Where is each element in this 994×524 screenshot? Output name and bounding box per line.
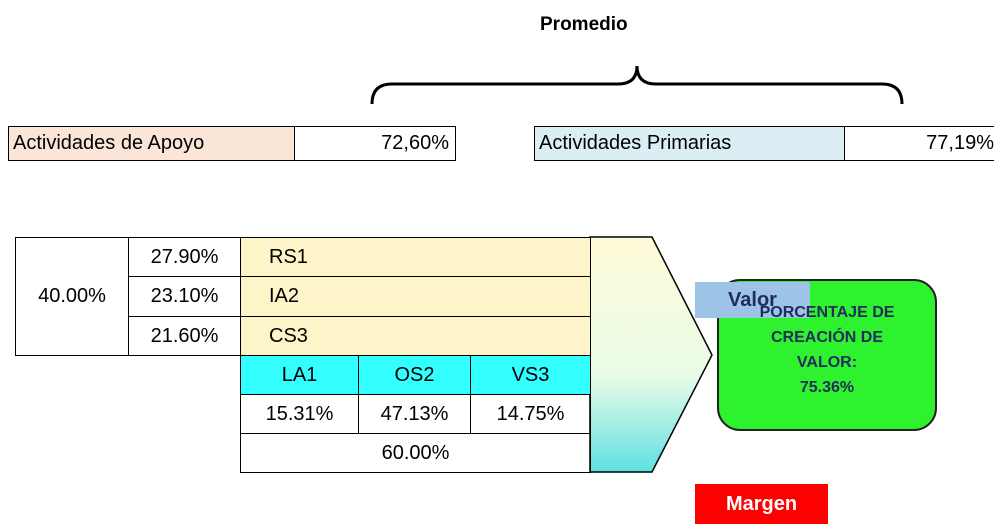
result-line: VALOR: — [796, 354, 858, 371]
primary-label: LA1 — [240, 355, 359, 395]
primary-label: VS3 — [470, 355, 591, 395]
result-text: PORCENTAJE DE CREACIÓN DE VALOR: 75.36% — [718, 300, 936, 400]
primary-value: 47.13% — [358, 394, 471, 434]
support-value: 27.90% — [128, 237, 241, 277]
support-label: CS3 — [240, 316, 591, 356]
title: Promedio — [540, 14, 628, 35]
summary-value: 77,19% — [844, 126, 994, 161]
support-value: 21.60% — [128, 316, 241, 356]
primary-label: OS2 — [358, 355, 471, 395]
primary-value: 14.75% — [470, 394, 591, 434]
summary-label: Actividades de Apoyo — [8, 126, 295, 161]
summary-value: 72,60% — [294, 126, 456, 161]
margen-label: Margen — [695, 484, 828, 524]
valor-label: Valor — [695, 282, 810, 318]
primary-value: 15.31% — [240, 394, 359, 434]
arrow — [589, 236, 713, 473]
primary-total: 60.00% — [240, 433, 591, 473]
result-line: 75.36% — [799, 379, 855, 396]
support-value: 23.10% — [128, 276, 241, 317]
result-line: CREACIÓN DE — [770, 329, 883, 346]
support-total: 40.00% — [15, 237, 129, 356]
brace — [370, 65, 904, 105]
summary-label: Actividades Primarias — [534, 126, 845, 161]
support-label: RS1 — [240, 237, 591, 277]
result-line: PORCENTAJE DE — [759, 304, 895, 321]
support-label: IA2 — [240, 276, 591, 317]
